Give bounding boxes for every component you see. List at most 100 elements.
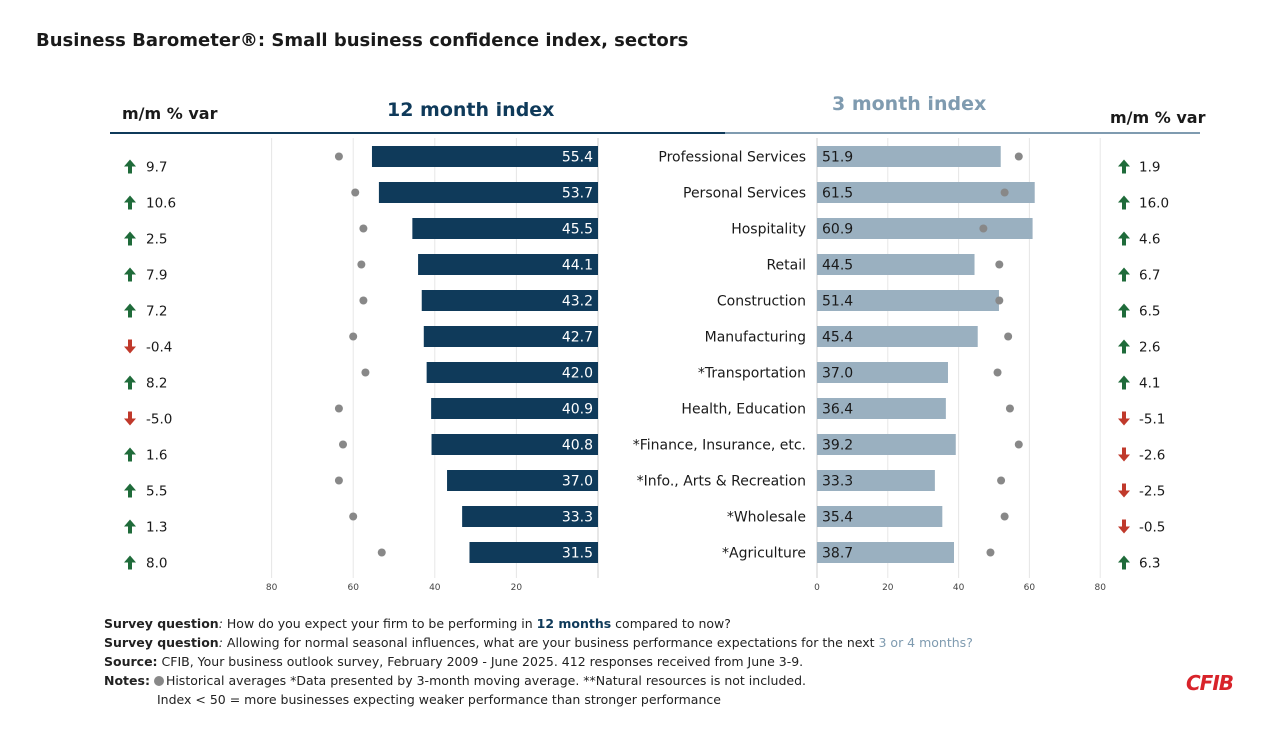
bar-label-3m: 38.7 — [822, 546, 853, 562]
category-label: Manufacturing — [705, 330, 806, 346]
chart-title: Business Barometer®: Small business conf… — [36, 30, 689, 51]
arrow-up-icon — [1118, 555, 1130, 570]
category-label: *Wholesale — [727, 510, 806, 526]
bar-label-3m: 33.3 — [822, 474, 853, 490]
var-label-12m: 9.7 — [146, 160, 167, 176]
var-label-3m: -0.5 — [1139, 520, 1165, 536]
var-label-3m: -5.1 — [1139, 412, 1165, 428]
arrow-up-icon — [1118, 195, 1130, 210]
twelve-month-header: 12 month index — [387, 99, 555, 121]
source-text: CFIB, Your business outlook survey, Febr… — [157, 654, 804, 669]
arrow-up-icon — [124, 303, 136, 318]
bar-12m — [418, 254, 598, 275]
arrow-up-icon — [124, 555, 136, 570]
header-rule-light — [725, 132, 1200, 134]
category-label: Construction — [717, 294, 806, 310]
var-label-3m: 4.1 — [1139, 376, 1160, 392]
bar-label-3m: 51.9 — [822, 150, 853, 166]
var-label-12m: -5.0 — [146, 412, 172, 428]
notes-block: Survey question: How do you expect your … — [104, 614, 973, 709]
bar-3m — [817, 326, 978, 347]
bar-12m — [423, 326, 598, 347]
historical-dot-12m — [349, 332, 358, 341]
historical-dot-12m — [357, 260, 366, 269]
bar-12m — [421, 290, 598, 311]
historical-dot-12m — [349, 512, 358, 521]
var-label-3m: 6.3 — [1139, 556, 1160, 572]
sector-chart: 80 60 40 20 0 20 40 60 80 55.4 51.9 Professional Se… — [124, 138, 1169, 593]
arrow-up-icon — [124, 195, 136, 210]
bar-label-12m: 42.7 — [562, 330, 593, 346]
arrow-down-icon — [124, 339, 136, 354]
bar-3m — [817, 434, 956, 455]
q2-colon: : — [218, 635, 223, 650]
arrow-up-icon — [124, 483, 136, 498]
bar-label-3m: 45.4 — [822, 330, 853, 346]
tick-label-12m: 60 — [347, 583, 359, 593]
bar-3m — [817, 362, 948, 383]
var-label-12m: 1.6 — [146, 448, 167, 464]
notes-text: Historical averages *Data presented by 3… — [165, 673, 806, 688]
bar-12m — [462, 506, 598, 527]
bar-3m — [817, 470, 935, 491]
bar-label-12m: 55.4 — [562, 150, 593, 166]
bar-label-3m: 60.9 — [822, 222, 853, 238]
bar-label-3m: 37.0 — [822, 366, 853, 382]
historical-dot-12m — [359, 224, 368, 233]
survey-question-12m: Survey question: How do you expect your … — [104, 614, 973, 633]
three-month-header: 3 month index — [832, 93, 987, 115]
right-var-header: m/m % var — [1110, 108, 1206, 127]
var-label-12m: 10.6 — [146, 196, 176, 212]
bar-3m — [817, 254, 975, 275]
historical-dot-12m — [339, 440, 347, 449]
category-label: *Info., Arts & Recreation — [637, 474, 806, 490]
category-label: *Transportation — [698, 366, 806, 382]
index-note: Index < 50 = more businesses expecting w… — [157, 692, 721, 707]
arrow-up-icon — [124, 267, 136, 282]
historical-dot-12m — [334, 476, 343, 485]
historical-dot-3m — [1000, 188, 1009, 197]
tick-label-12m: 80 — [266, 583, 278, 593]
historical-dot-3m — [979, 224, 988, 233]
notes-label: Notes: — [104, 673, 150, 688]
arrow-down-icon — [1118, 483, 1130, 498]
tick-label-3m: 0 — [814, 583, 820, 593]
historical-dot-3m — [1014, 440, 1023, 449]
bar-3m — [817, 506, 943, 527]
historical-dot-3m — [993, 368, 1002, 377]
source-line: Source: CFIB, Your business outlook surv… — [104, 652, 973, 671]
tick-label-12m: 20 — [511, 583, 523, 593]
arrow-down-icon — [1118, 411, 1130, 426]
bar-12m — [426, 362, 598, 383]
historical-dot-12m — [359, 296, 368, 305]
var-label-3m: 4.6 — [1139, 232, 1160, 248]
bar-12m — [378, 182, 598, 203]
q2-highlight: 3 or 4 months? — [878, 635, 973, 650]
q1-pre: How do you expect your firm to be perfor… — [222, 616, 537, 631]
var-label-12m: 8.2 — [146, 376, 167, 392]
q1-post: compared to now? — [611, 616, 731, 631]
var-label-12m: 2.5 — [146, 232, 167, 248]
bar-3m — [817, 218, 1033, 239]
bar-label-12m: 40.8 — [562, 438, 593, 454]
var-label-12m: 7.2 — [146, 304, 167, 320]
historical-dot-3m — [995, 296, 1004, 305]
arrow-up-icon — [1118, 339, 1130, 354]
bar-label-3m: 39.2 — [822, 438, 853, 454]
source-label: Source: — [104, 654, 158, 669]
historical-dot-3m — [995, 260, 1004, 269]
bar-label-3m: 35.4 — [822, 510, 853, 526]
bar-label-3m: 51.4 — [822, 294, 853, 310]
historical-dot-12m — [351, 188, 360, 197]
arrow-down-icon — [1118, 447, 1130, 462]
historical-dot-icon — [153, 676, 164, 686]
historical-dot-3m — [1014, 152, 1023, 161]
category-label: Professional Services — [658, 150, 806, 166]
historical-dot-12m — [377, 548, 386, 557]
bar-12m — [431, 398, 598, 419]
var-label-12m: 1.3 — [146, 520, 167, 536]
left-var-header: m/m % var — [122, 104, 218, 123]
historical-dot-3m — [1004, 332, 1013, 341]
arrow-down-icon — [1118, 519, 1130, 534]
bar-label-12m: 44.1 — [562, 258, 593, 274]
